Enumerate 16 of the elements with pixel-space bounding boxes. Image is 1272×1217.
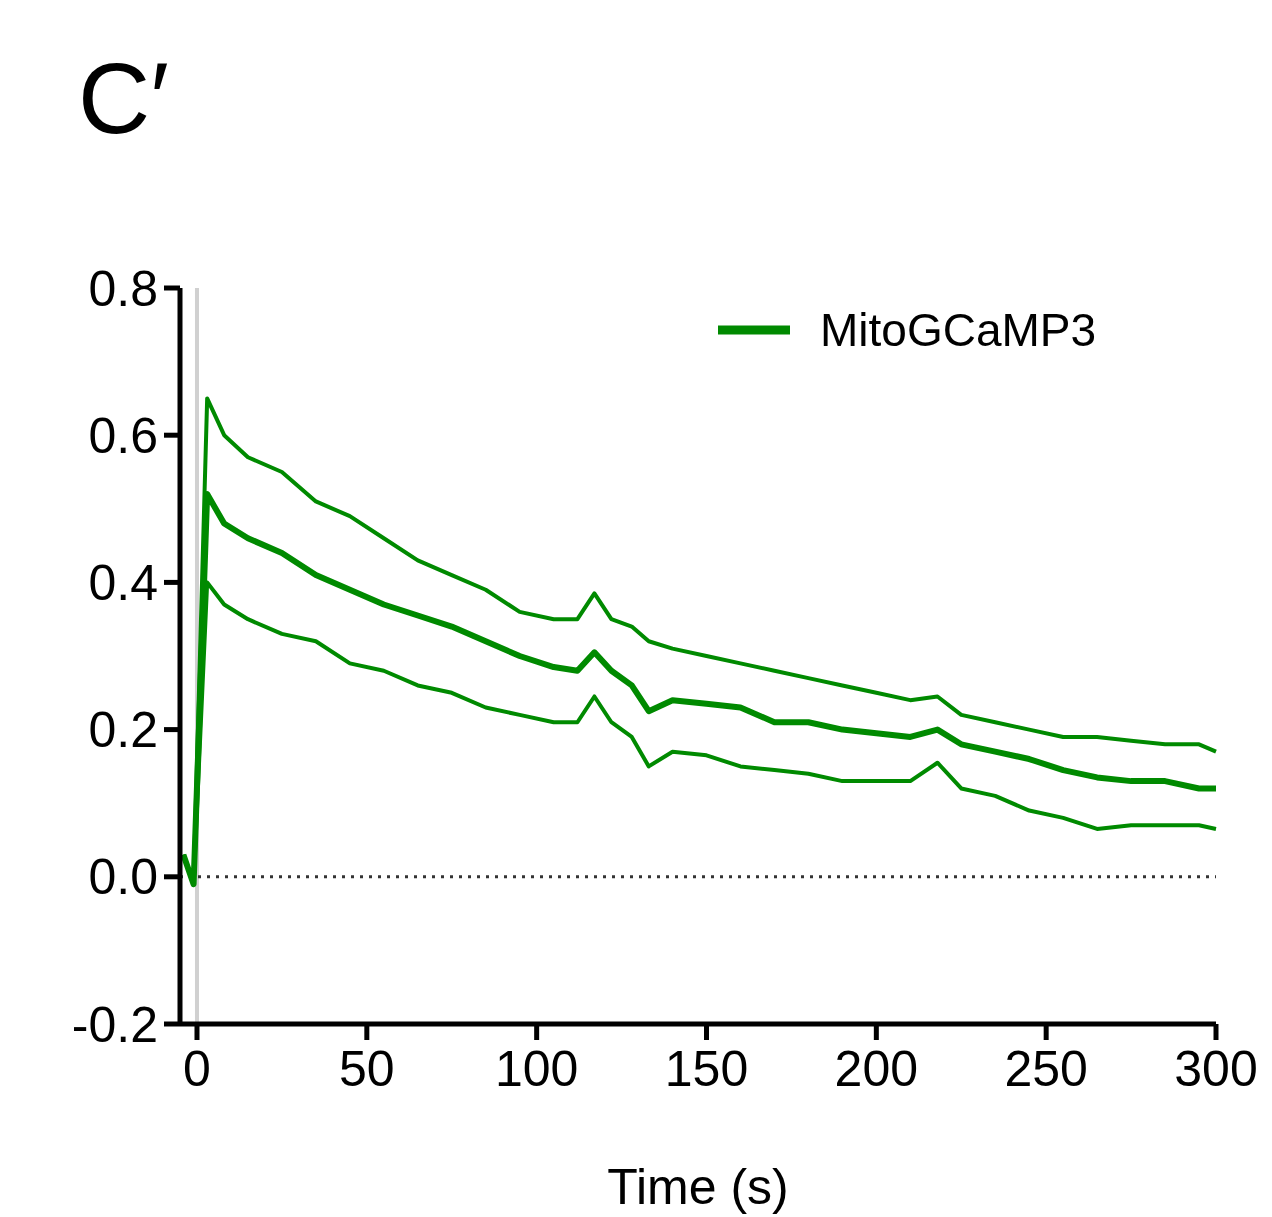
y-tick-label: 0.6 — [88, 407, 158, 464]
legend-label: MitoGCaMP3 — [820, 304, 1097, 357]
y-tick-label: 0.8 — [88, 260, 158, 317]
y-tick-label: 0.2 — [88, 702, 158, 759]
x-axis-title: Time (s) — [607, 1159, 789, 1215]
x-tick-label: 0 — [183, 1041, 211, 1097]
y-tick-label: -0.2 — [71, 996, 158, 1053]
x-tick-label: 50 — [339, 1041, 395, 1097]
x-tick-label: 250 — [1004, 1041, 1088, 1097]
x-tick-label: 150 — [664, 1041, 749, 1097]
y-tick-label: 0.0 — [88, 849, 158, 906]
x-tick-label: 100 — [494, 1041, 579, 1097]
chart-title: C′ — [78, 42, 169, 154]
x-tick-label: 300 — [1174, 1041, 1258, 1097]
y-tick-label: 0.4 — [88, 554, 158, 611]
x-tick-label: 200 — [834, 1041, 919, 1097]
